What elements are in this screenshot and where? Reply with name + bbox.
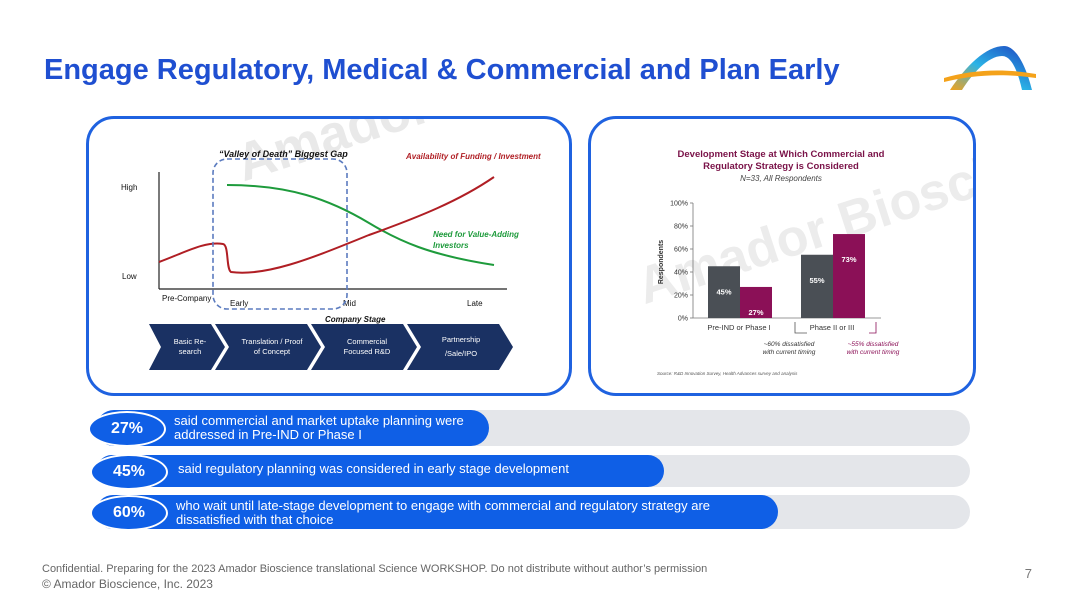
slide-title: Engage Regulatory, Medical & Commercial …	[44, 54, 840, 86]
bars: 45% 27% 55% 73%	[708, 234, 865, 318]
chart-source: Source: R&D Innovation Survey, Health Ad…	[657, 371, 798, 376]
chart-subtitle: N=33, All Respondents	[740, 174, 822, 183]
category-label-pre-ind: Pre-IND or Phase I	[707, 323, 770, 332]
stage-arrow-basic-research	[149, 324, 225, 370]
stat-bar-3-fill	[96, 495, 778, 529]
funding-label: Availability of Funding / Investment	[405, 152, 541, 161]
y-axis-title: Respondents	[658, 240, 665, 284]
stat-bar-2: said regulatory planning was considered …	[96, 455, 970, 487]
stat-2-badge: 45%	[90, 454, 168, 490]
stat-1-text: said commercial and market uptake planni…	[174, 414, 464, 442]
value-adding-curve	[226, 184, 495, 266]
bracket-left	[794, 322, 807, 334]
y-tick-label: 0%	[678, 316, 688, 323]
chart-title-line-2: Regulatory Strategy is Considered	[703, 161, 859, 172]
note-right-1: ~55% dissatisfied	[848, 341, 899, 348]
stage-label-1a: Basic Re-	[174, 337, 207, 346]
y-tick-label: 20%	[674, 293, 688, 300]
bracket-right	[869, 322, 877, 334]
valley-of-death-label: “Valley of Death” Biggest Gap	[219, 149, 348, 159]
stat-3-text: who wait until late-stage development to…	[176, 499, 710, 527]
bar-value-label: 55%	[809, 276, 824, 285]
bar-value-label: 73%	[841, 255, 856, 264]
stat-1-line-1: said commercial and market uptake planni…	[174, 413, 464, 428]
value-adding-label-1: Need for Value-Adding	[433, 230, 519, 239]
page-number: 7	[1024, 566, 1032, 581]
y-tick-label: 40%	[674, 270, 688, 277]
stat-2-text: said regulatory planning was considered …	[178, 462, 569, 476]
development-stage-panel: Amador Bioscience Development Stage at W…	[588, 116, 976, 396]
stage-label-2a: Translation / Proof	[242, 337, 304, 346]
note-left-1: ~60% dissatisfied	[764, 341, 815, 348]
development-stage-chart: Amador Bioscience Development Stage at W…	[630, 119, 973, 376]
chart-title-line-1: Development Stage at Which Commercial an…	[678, 149, 885, 160]
x-label-early: Early	[230, 299, 248, 308]
stat-3-line-1: who wait until late-stage development to…	[176, 498, 711, 513]
bar-value-label: 27%	[748, 308, 763, 317]
y-tick-label: 100%	[670, 201, 688, 208]
x-label-pre-company: Pre-Company	[162, 294, 211, 303]
stat-3-line-2: dissatisfied with that choice	[176, 512, 334, 527]
stat-1-line-2: addressed in Pre-IND or Phase I	[174, 427, 362, 442]
bar-value-label: 45%	[716, 287, 731, 296]
category-label-phase-ii: Phase II or III	[810, 323, 855, 332]
y-label-low: Low	[122, 272, 137, 281]
stat-3-badge: 60%	[90, 495, 168, 531]
footer-copyright: © Amador Bioscience, Inc. 2023	[42, 577, 213, 591]
x-axis-title: Company Stage	[325, 315, 386, 324]
stat-1-badge: 27%	[88, 411, 166, 447]
stage-arrow-partnership	[407, 324, 513, 370]
footer-notice: Preparing for the 2023 Amador Bioscience…	[103, 563, 708, 575]
stage-label-3b: Focused R&D	[344, 347, 391, 356]
stage-arrow-commercial	[311, 324, 417, 370]
x-label-mid: Mid	[343, 299, 356, 308]
funding-curve	[158, 176, 495, 274]
bar-1-1	[708, 266, 740, 318]
stage-label-3a: Commercial	[347, 337, 387, 346]
bar-2-2	[833, 234, 865, 318]
funding-gap-chart: Amador Bioscience High Low Pre-Company E…	[121, 119, 569, 370]
bar-1-2	[740, 286, 772, 318]
note-left-2: with current timing	[763, 349, 816, 356]
stage-label-4b: /Sale/IPO	[445, 349, 477, 358]
stat-bar-1: said commercial and market uptake planni…	[96, 410, 970, 446]
y-label-high: High	[121, 183, 137, 192]
y-ticks: 0% 20% 40% 60% 80% 100%	[670, 201, 693, 323]
x-label-late: Late	[467, 299, 483, 308]
footer-confidential: Confidential.	[42, 563, 104, 575]
stat-2-line-1: said regulatory planning was considered …	[178, 461, 569, 476]
note-right-2: with current timing	[847, 349, 900, 356]
stage-label-2b: of Concept	[254, 347, 291, 356]
bar-2-1	[801, 254, 833, 318]
stat-bar-3: who wait until late-stage development to…	[96, 495, 970, 529]
value-adding-label-2: Investors	[433, 241, 469, 250]
y-tick-label: 60%	[674, 247, 688, 254]
footer: Confidential. Preparing for the 2023 Ama…	[42, 562, 707, 592]
y-tick-label: 80%	[674, 224, 688, 231]
stage-label-4a: Partnership	[442, 335, 480, 344]
funding-gap-panel: Amador Bioscience High Low Pre-Company E…	[86, 116, 572, 396]
company-logo	[944, 46, 1036, 90]
valley-of-death-box	[212, 158, 348, 310]
stage-arrow-translation	[215, 324, 321, 370]
stat-bar-2-fill	[96, 455, 665, 487]
stage-label-1b: search	[179, 347, 202, 356]
